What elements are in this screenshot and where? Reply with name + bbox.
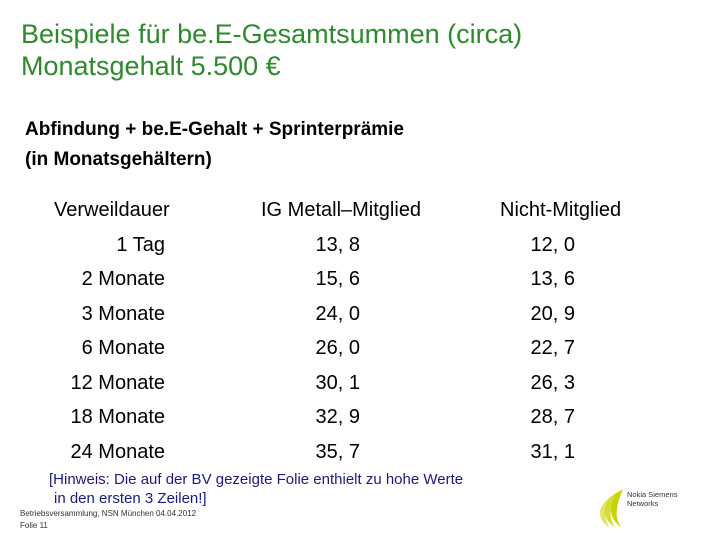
data-table: Verweildauer IG Metall–Mitglied Nicht-Mi… [0, 196, 720, 472]
table-row: 2 Monate 15, 6 13, 6 [0, 265, 720, 300]
table-row: 12 Monate 30, 1 26, 3 [0, 369, 720, 404]
table-cell: 6 Monate [81, 337, 165, 359]
footer-slide-number: Folie 11 [20, 521, 48, 530]
table-header-row: Verweildauer IG Metall–Mitglied Nicht-Mi… [0, 196, 720, 231]
table-cell: 20, 9 [530, 302, 575, 325]
table-cell: 3 Monate [81, 302, 165, 325]
table-cell: 28, 7 [530, 406, 575, 428]
table-cell: 24 Monate [70, 440, 165, 463]
page-title-line2: Monatsgehalt 5.500 € [21, 51, 281, 81]
hint-note-line1: [Hinweis: Die auf der BV gezeigte Folie … [49, 471, 464, 488]
logo-line1: Nokia Siemens [627, 490, 678, 499]
table-cell: 12 Monate [70, 371, 165, 394]
table-cell: 12, 0 [530, 233, 575, 256]
page-title-line1: Beispiele für be.E-Gesamtsummen (circa) [21, 19, 523, 49]
subtitle: Abfindung + be.E-Gehalt + Sprinterprämie… [25, 115, 625, 175]
page-title: Beispiele für be.E-Gesamtsummen (circa) … [21, 18, 701, 82]
table-cell: 30, 1 [315, 371, 360, 394]
table-header-cell: Verweildauer [54, 199, 170, 221]
table-row: 24 Monate 35, 7 31, 1 [0, 438, 720, 473]
table-cell: 32, 9 [315, 406, 360, 428]
logo-wordmark: Nokia Siemens Networks [627, 490, 677, 508]
table-cell: 26, 3 [530, 371, 575, 394]
table-cell: 24, 0 [315, 302, 360, 325]
hint-note-line2: in den ersten 3 Zeilen!] [54, 490, 207, 507]
table-cell: 2 Monate [81, 268, 165, 290]
table-cell: 1 Tag [116, 233, 165, 256]
table-cell: 18 Monate [70, 406, 165, 428]
slide-footer: Betriebsversammlung, NSN München 04.04.2… [20, 508, 196, 532]
footer-event: Betriebsversammlung, NSN München 04.04.2… [20, 509, 197, 518]
table-cell: 13, 6 [530, 268, 575, 290]
table-row: 6 Monate 26, 0 22, 7 [0, 334, 720, 369]
table-header-cell: IG Metall–Mitglied [261, 199, 422, 221]
table-cell: 35, 7 [315, 440, 360, 463]
hint-note: [Hinweis: Die auf der BV gezeigte Folie … [49, 470, 589, 508]
table-cell: 22, 7 [530, 337, 575, 359]
table-cell: 26, 0 [315, 337, 360, 359]
table-row: 3 Monate 24, 0 20, 9 [0, 300, 720, 335]
table-cell: 31, 1 [530, 440, 575, 463]
subtitle-line2: (in Monatsgehältern) [25, 149, 212, 170]
subtitle-line1: Abfindung + be.E-Gehalt + Sprinterprämie [25, 119, 404, 140]
table-row: 18 Monate 32, 9 28, 7 [0, 403, 720, 438]
nsn-logo-icon [600, 489, 623, 527]
table-cell: 13, 8 [315, 233, 360, 256]
table-row: 1 Tag 13, 8 12, 0 [0, 231, 720, 266]
logo-line2: Networks [627, 499, 659, 508]
table-header-cell: Nicht-Mitglied [500, 199, 622, 221]
table-cell: 15, 6 [315, 268, 360, 290]
